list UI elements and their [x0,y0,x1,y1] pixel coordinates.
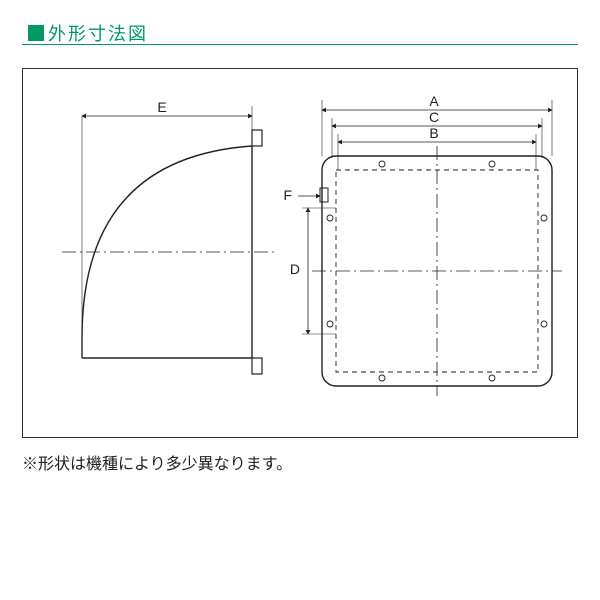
title-underline [22,44,578,45]
section-title: 外形寸法図 [28,20,148,46]
dim-label-E: E [157,99,166,115]
outline-diagram: E [22,68,578,438]
title-text: 外形寸法図 [48,20,148,46]
dim-label-C: C [429,109,439,125]
front-view: A C B D F [283,93,562,396]
title-square-marker [28,25,44,41]
dim-label-A: A [429,93,439,109]
dim-label-D: D [290,261,300,277]
dim-label-F: F [283,187,292,203]
side-view: E [62,99,277,374]
dim-label-B: B [429,125,438,141]
footnote-text: ※形状は機種により多少異なります。 [22,450,292,474]
